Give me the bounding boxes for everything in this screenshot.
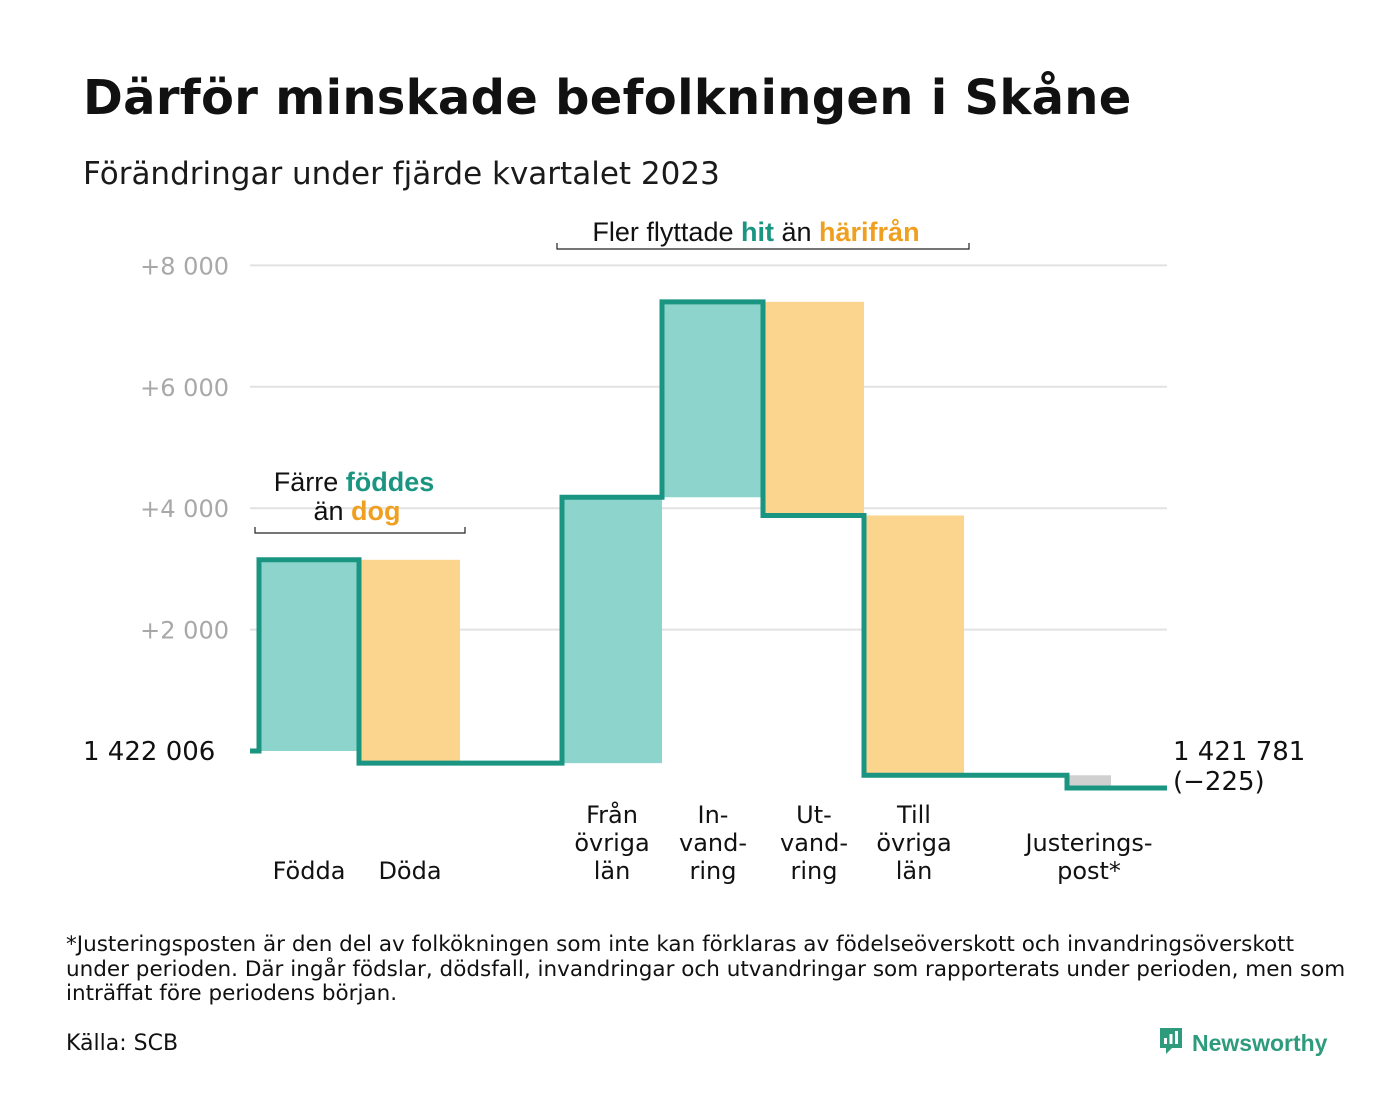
migration-annotation: Fler flyttade hit än härifrån [592, 217, 919, 247]
births-annotation-line2: än dog [313, 496, 400, 526]
y-tick-label: +8 000 [140, 252, 229, 280]
end-value-label: 1 421 781 [1173, 737, 1305, 767]
category-label: Från [586, 800, 638, 829]
category-label: vand- [780, 829, 848, 857]
waterfall-step-line [250, 299, 1167, 791]
category-label: In- [698, 801, 729, 829]
category-label: övriga [574, 829, 649, 857]
category-label: Ut- [796, 801, 832, 829]
y-tick-label: +2 000 [140, 617, 229, 645]
category-label: Döda [378, 857, 441, 885]
category-label: post* [1057, 857, 1121, 885]
y-tick-label: +6 000 [140, 374, 229, 402]
chart-title: Därför minskade befolkningen i Skåne [83, 70, 1132, 126]
category-label: vand- [679, 829, 747, 857]
bar-4 [663, 301, 763, 498]
y-tick-label: +4 000 [140, 495, 229, 523]
labels: +2 000 +4 000 +6 000 +8 000 1 422 006 1 421 7… [83, 217, 1305, 885]
category-label: Justerings- [1023, 829, 1152, 857]
bars [259, 301, 1111, 789]
category-label: ring [690, 857, 737, 885]
bar-5 [764, 301, 864, 516]
bar-7 [1067, 775, 1111, 789]
brand-name: Newsworthy [1192, 1029, 1328, 1056]
category-label: övriga [876, 829, 951, 857]
footnote: *Justeringsposten är den del av folkökni… [66, 932, 1346, 1006]
source-label: Källa: SCB [66, 1031, 179, 1056]
category-label: ring [791, 857, 838, 885]
category-label: län [594, 857, 631, 885]
bar-2 [360, 559, 460, 764]
bar-6 [864, 515, 964, 776]
category-label: län [896, 857, 933, 885]
start-value-label: 1 422 006 [83, 737, 215, 767]
migration-bracket [556, 243, 970, 250]
step-line [250, 299, 1167, 791]
births-bracket [254, 527, 466, 534]
bar-1 [259, 559, 359, 751]
chart-subtitle: Förändringar under fjärde kvartalet 2023 [83, 156, 720, 192]
bar-3 [562, 497, 662, 764]
brand[interactable]: Newsworthy [1158, 1026, 1327, 1060]
waterfall-chart: +2 000 +4 000 +6 000 +8 000 1 422 006 1 421 7… [83, 217, 1305, 885]
change-label: (−225) [1173, 767, 1265, 797]
newsworthy-logo-icon [1158, 1026, 1184, 1060]
category-label: Födda [273, 857, 346, 885]
category-label: Till [896, 801, 931, 829]
births-annotation-line1: Färre föddes [274, 467, 435, 497]
